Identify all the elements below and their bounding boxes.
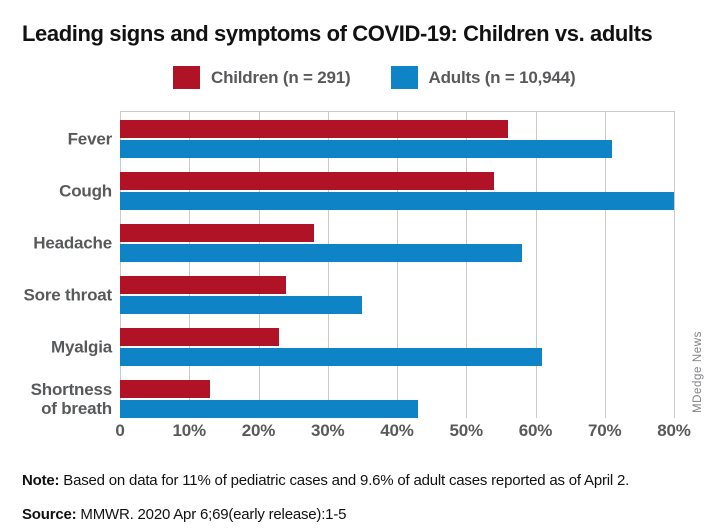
x-tick-label-70: 70% (588, 421, 622, 440)
category-label-cough: Cough (59, 181, 112, 201)
gridline-60 (535, 111, 537, 418)
x-tick-label-60: 60% (518, 421, 553, 440)
bar-children-cough (120, 172, 494, 190)
source-text: MMWR. 2020 Apr 6;69(early release):1-5 (76, 506, 347, 523)
note-label: Note: (22, 472, 60, 489)
plot-area (120, 111, 675, 419)
category-label-shortness-of-breath: Shortness of breath (30, 379, 113, 418)
note-text: Based on data for 11% of pediatric cases… (59, 472, 630, 489)
gridline-20 (258, 111, 260, 418)
bar-adults-shortness-of-breath (120, 400, 418, 418)
credit-vertical-text: MDedge News (692, 331, 704, 414)
category-labels: Fever Cough Headache Sore throat Myalgia Shor… (0, 111, 113, 419)
gridline-50 (466, 111, 468, 418)
gridline-80 (674, 111, 675, 418)
bar-children-myalgia (120, 328, 280, 346)
source-label: Source: (22, 506, 77, 523)
legend-label-adults: Adults (n = 10,944) (428, 67, 576, 87)
note: Note: Based on data for 11% of pediatric… (22, 472, 629, 489)
x-tick-label-40: 40% (380, 421, 414, 440)
legend-swatch-children (173, 66, 200, 89)
gridline-40 (397, 111, 398, 418)
legend-label-children: Children (n = 291) (211, 67, 351, 87)
bar-adults-fever (120, 140, 612, 158)
category-label-sore-throat: Sore throat (23, 285, 113, 305)
bar-children-sore-throat (120, 276, 287, 294)
gridline-10 (189, 111, 191, 418)
category-label-myalgia: Myalgia (51, 337, 112, 357)
legend-item-children: Children (n = 291) (173, 66, 351, 89)
legend: Children (n = 291) Adults (n = 10,944) (173, 66, 576, 89)
x-tick-label-30: 30% (311, 421, 345, 440)
bar-adults-sore-throat (120, 296, 363, 314)
x-tick-label-80: 80% (657, 421, 691, 440)
bar-adults-myalgia (120, 348, 543, 366)
gridline-0 (120, 111, 121, 418)
bar-children-headache (120, 224, 314, 242)
source: Source: MMWR. 2020 Apr 6;69(early releas… (22, 506, 346, 523)
category-label-headache: Headache (33, 233, 112, 253)
category-label-fever: Fever (67, 129, 113, 149)
x-tick-label-20: 20% (241, 421, 276, 440)
bar-adults-cough (120, 192, 674, 210)
legend-item-adults: Adults (n = 10,944) (390, 66, 576, 89)
x-axis: 0 10% 20% 30% 40% 50% 60% 70% 80% (115, 421, 691, 443)
x-tick-label-50: 50% (449, 421, 484, 440)
gridline-70 (604, 111, 606, 418)
x-tick-label-0: 0 (115, 421, 125, 440)
legend-swatch-adults (390, 66, 418, 89)
x-tick-label-10: 10% (172, 421, 207, 440)
page-title: Leading signs and symptoms of COVID-19: … (22, 21, 653, 46)
bar-children-fever (120, 120, 508, 138)
bar-chart: Fever Cough Headache Sore throat Myalgia Shor… (0, 111, 720, 419)
bar-children-shortness-of-breath (120, 380, 211, 398)
bar-adults-headache (120, 244, 522, 262)
gridline-30 (327, 111, 329, 418)
